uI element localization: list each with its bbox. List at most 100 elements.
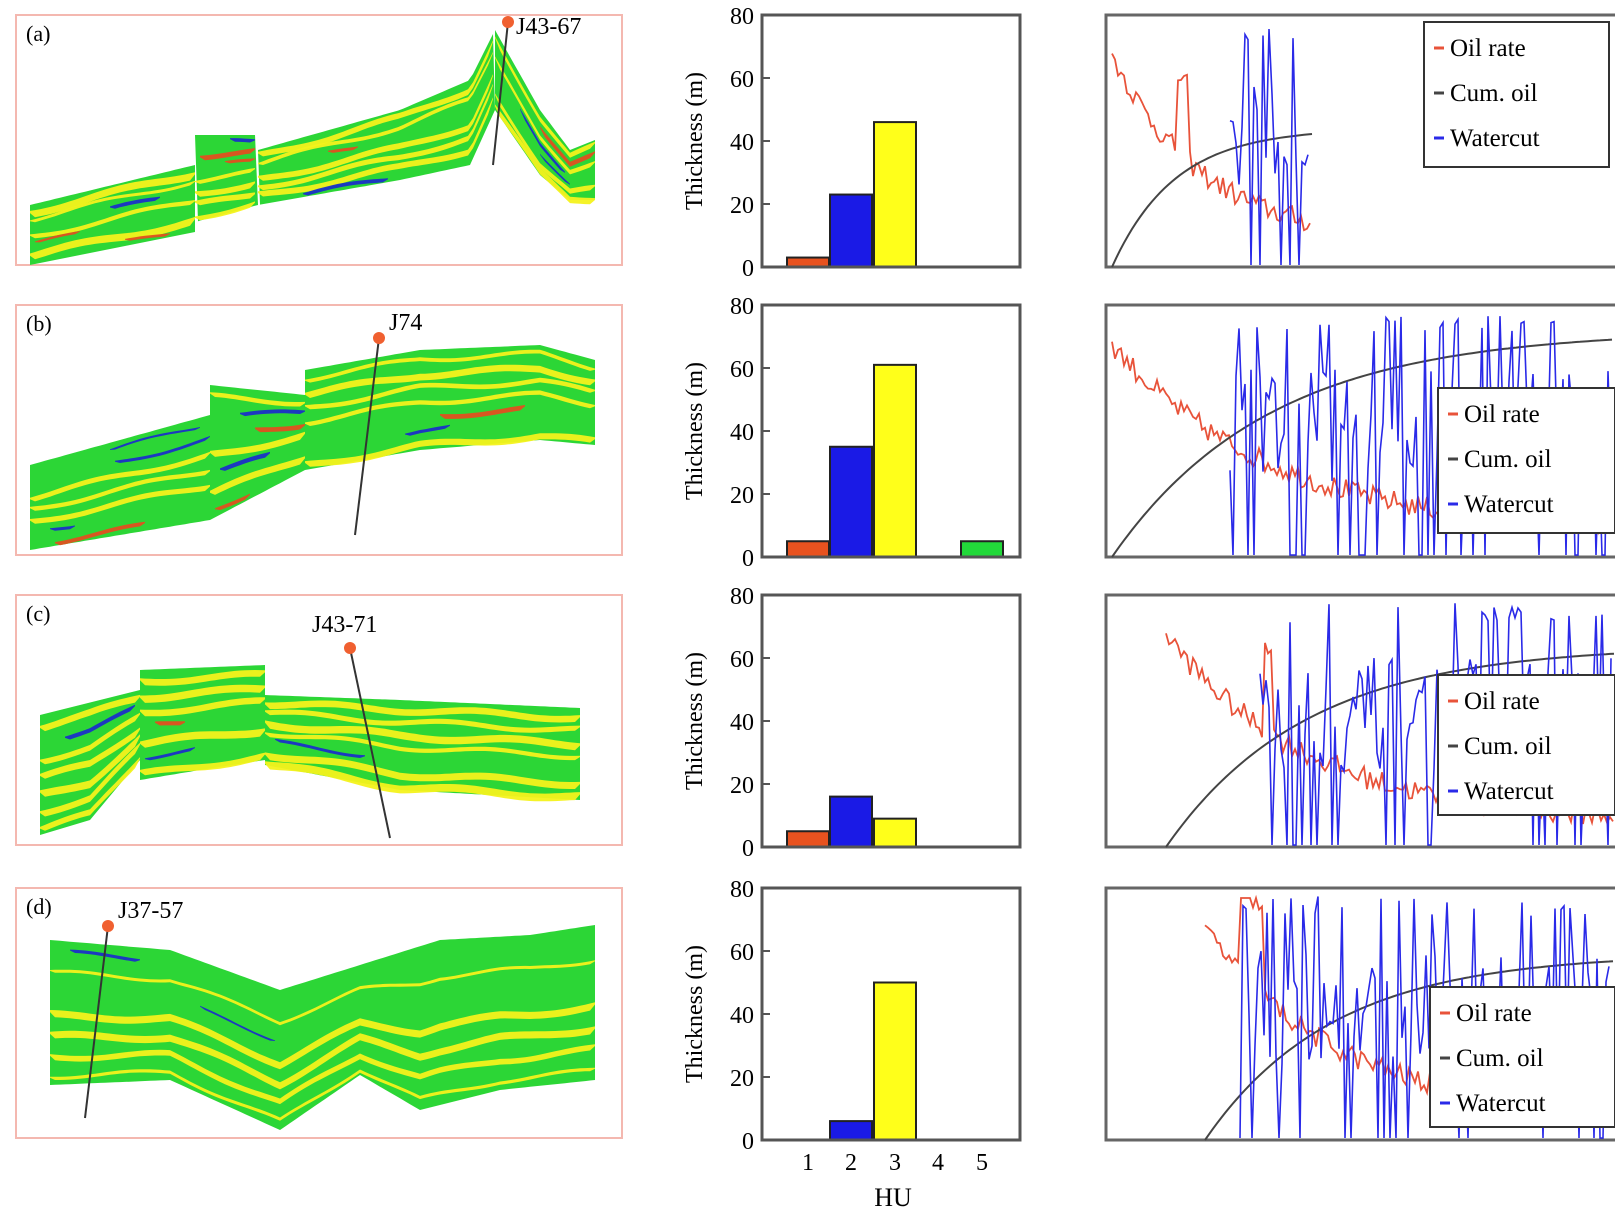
y-tick-label: 80 [730,4,754,30]
section-layer [110,196,160,209]
x-tick-label: 5 [976,1150,988,1176]
y-tick-label: 80 [730,584,754,610]
y-axis-label: Thickness (m) [682,362,708,500]
section-layer [30,216,195,260]
legend-entry: Watercut [1450,125,1540,152]
well-head-marker [344,642,356,654]
legend-box [1429,986,1615,1128]
section-layer [265,732,580,761]
legend-entry: Oil rate [1450,35,1526,62]
panel-label: (b) [26,311,52,336]
legend-entry: Watercut [1464,778,1554,805]
section-layer [195,192,255,206]
bar-plot-frame [760,593,1022,849]
y-tick-label: 80 [730,294,754,320]
well-name-label: J74 [389,310,422,336]
oil-rate-curve [1111,53,1311,232]
legend-entry: Cum. oil [1464,446,1552,473]
y-tick-label: 60 [730,67,754,93]
section-layer [50,1026,595,1090]
bar-hu-3 [873,363,917,558]
cum-oil-curve [1111,133,1313,268]
production-panel: Oil rate Cum. oil Watercut [1104,593,1615,849]
y-tick-label: 0 [742,1129,754,1155]
section-layer [30,484,210,524]
section-layer [258,52,493,165]
well-trajectory [84,925,109,1119]
legend: Oil rate Cum. oil Watercut [1429,986,1615,1128]
section-layer [55,521,145,546]
well-name-label: J37-57 [118,898,183,924]
watercut-curve [1259,603,1612,846]
section-layer [140,670,265,686]
x-tick-label: 1 [802,1150,814,1176]
section-layer [140,684,265,703]
section-layer [220,451,270,471]
panel-label: (d) [26,894,52,919]
panel-label: (c) [26,601,50,626]
production-panel: Oil rate Cum. oil Watercut [1104,303,1615,559]
section-layer [50,960,595,1026]
well-name-label: J43-67 [516,14,581,40]
x-tick-label: 3 [889,1150,901,1176]
section-layer [200,1005,275,1041]
fault-block [140,665,265,780]
section-panel: (c) J43-71 [15,594,623,846]
geologic-sections: (a) J43-67 (b) J74 (c) J43-71 (d) J37-57 [15,14,623,1139]
legend-entry: Oil rate [1464,688,1540,715]
fault-block [50,925,595,1130]
legend-entry: Cum. oil [1450,80,1538,107]
section-layer [328,146,358,153]
section-layer [50,525,75,531]
section-layer [40,712,140,765]
section-layer [50,1044,595,1105]
section-layer [303,178,388,196]
section-layer [200,148,255,161]
bar-hu-5 [960,540,1004,558]
cum-oil-curve [1204,960,1614,1141]
section-layer [30,451,210,502]
legend: Oil rate Cum. oil Watercut [1437,674,1615,816]
production-panel: Oil rate Cum. oil Watercut [1104,13,1615,269]
section-layer [240,409,305,417]
bar-chart-panel: 0 20 40 60 80 Thickness (m) [682,294,1022,572]
cum-oil-curve [1165,652,1615,848]
section-layer [145,747,195,761]
section-layer [195,168,255,184]
section-layer [440,405,525,419]
bar-chart-panel: 0 20 40 60 80 Thickness (m) [682,877,1022,1155]
fault-block [30,415,210,550]
section-layer [210,456,305,495]
y-tick-label: 20 [730,773,754,799]
y-tick-label: 40 [730,420,754,446]
bar-chart-panel: 0 20 40 60 80 Thickness (m) [682,4,1022,282]
section-layer [255,424,305,433]
y-axis-label: Thickness (m) [682,652,708,790]
section-block-fill [210,385,305,520]
section-layer [305,349,595,383]
bar-hu-2 [829,445,873,558]
bar-hu-3 [873,817,917,849]
section-panel: (a) J43-67 [15,14,623,266]
section-layer [215,493,250,511]
bar-hu-2 [829,795,873,848]
section-layer [265,720,580,751]
bar-hu-2 [829,193,873,268]
section-layer [50,1002,595,1070]
section-layer [30,200,195,239]
legend-entry: Oil rate [1464,401,1540,428]
section-panel: (b) J74 [15,304,623,556]
legend-box [1437,387,1615,534]
y-tick-label: 40 [730,130,754,156]
legend-entry: Watercut [1464,491,1554,518]
y-tick-label: 20 [730,1066,754,1092]
legend-entry: Oil rate [1456,1000,1532,1027]
hu-axis-label: HU [874,1183,912,1212]
section-layer [258,40,493,157]
y-tick-label: 0 [742,546,754,572]
y-tick-label: 60 [730,357,754,383]
cum-oil-curve [1111,338,1613,558]
section-layer [140,752,265,776]
y-tick-label: 20 [730,483,754,509]
